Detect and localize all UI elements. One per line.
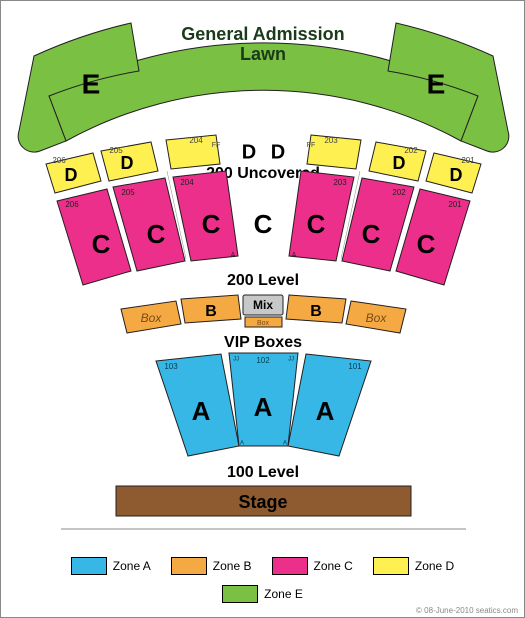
c-num-205: 205	[121, 188, 135, 197]
d-num-202: 202	[404, 146, 418, 155]
c-202-l: C	[362, 219, 381, 249]
b-right-l: B	[310, 303, 322, 320]
d-206-letter: D	[65, 165, 78, 185]
ff-left: FF	[212, 142, 221, 149]
c-205-l: C	[147, 219, 166, 249]
legend-label-b: Zone B	[213, 559, 252, 573]
footer-copyright: © 08-June-2010 seatics.com	[416, 606, 518, 615]
chart-svg: General Admission Lawn E E D D D D D D 2…	[1, 1, 525, 561]
level200-label: 200 Level	[227, 272, 299, 289]
legend-label-c: Zone C	[314, 559, 353, 573]
d-205-letter: D	[121, 153, 134, 173]
legend-d: Zone D	[373, 557, 454, 575]
d-num-203: 203	[324, 136, 338, 145]
a-num-101: 101	[348, 362, 362, 371]
seating-chart: General Admission Lawn E E D D D D D D 2…	[0, 0, 525, 618]
jj-l: JJ	[288, 357, 294, 363]
vip-label: VIP Boxes	[224, 334, 302, 351]
d-num-205: 205	[109, 146, 123, 155]
a-103-l: A	[192, 396, 211, 426]
d-204-letter: D	[242, 141, 256, 163]
legend-label-d: Zone D	[415, 559, 454, 573]
legend-label-e: Zone E	[264, 587, 303, 601]
a-row-r: A	[283, 441, 287, 447]
legend-label-a: Zone A	[113, 559, 151, 573]
e-right-label: E	[427, 68, 446, 99]
legend-box-a	[71, 557, 107, 575]
legend-a: Zone A	[71, 557, 151, 575]
box-right-l: Box	[366, 311, 388, 325]
b-left-l: B	[205, 303, 217, 320]
legend-box-d	[373, 557, 409, 575]
e-left-label: E	[82, 68, 101, 99]
c-num-204: 204	[180, 178, 194, 187]
legend-box-c	[272, 557, 308, 575]
stage-label: Stage	[238, 492, 287, 512]
d-num-206: 206	[52, 156, 66, 165]
d-num-204: 204	[189, 136, 203, 145]
d-201-letter: D	[450, 165, 463, 185]
c-center-l: C	[254, 209, 273, 239]
a-101-l: A	[316, 396, 335, 426]
lawn-label-1: General Admission	[181, 24, 344, 44]
level100-label: 100 Level	[227, 464, 299, 481]
legend-c: Zone C	[272, 557, 353, 575]
legend-box-e	[222, 585, 258, 603]
c-204-l: C	[202, 209, 221, 239]
a-row-l: A	[240, 441, 244, 447]
a-num-103: 103	[164, 362, 178, 371]
legend: Zone A Zone B Zone C Zone D Zone E	[1, 557, 524, 603]
c-201-l: C	[417, 229, 436, 259]
a-num-102: 102	[256, 356, 270, 365]
a-102-l: A	[254, 392, 273, 422]
c-206-l: C	[92, 229, 111, 259]
legend-box-b	[171, 557, 207, 575]
legend-b: Zone B	[171, 557, 252, 575]
box-center-l: Box	[257, 320, 270, 327]
legend-e: Zone E	[222, 585, 303, 603]
c-num-202: 202	[392, 188, 406, 197]
c-a-right: A	[292, 252, 297, 259]
jj-r: JJ	[233, 357, 239, 363]
box-left-l: Box	[141, 311, 163, 325]
c-203-l: C	[307, 209, 326, 239]
c-a-left: A	[231, 252, 236, 259]
mix-label: Mix	[253, 298, 273, 312]
lawn-label-2: Lawn	[240, 44, 286, 64]
c-num-206: 206	[65, 200, 79, 209]
c-num-203: 203	[333, 178, 347, 187]
c-num-201: 201	[448, 200, 462, 209]
ff-right: FF	[307, 142, 316, 149]
d-203-letter: D	[271, 141, 285, 163]
d-num-201: 201	[461, 156, 475, 165]
d-202-letter: D	[393, 153, 406, 173]
